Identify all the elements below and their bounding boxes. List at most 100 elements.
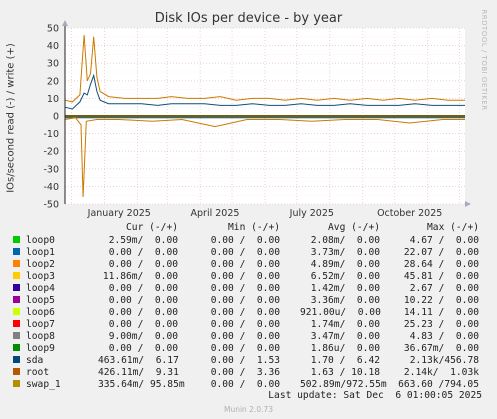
legend-series-name: sda: [26, 355, 44, 366]
y-tick-label: -20: [43, 147, 59, 158]
legend-min-value: 0.00 / 0.00: [210, 283, 280, 294]
legend-swatch: [13, 236, 20, 243]
legend-max-value: 14.11 / 0.00: [403, 307, 479, 318]
legend-cur-value: 463.61m/ 6.17: [98, 355, 179, 366]
legend-max-value: 2.13k/456.78: [409, 355, 479, 366]
legend-row: sda 463.61m/ 6.17 0.00 / 1.53 1.70 / 6.42 2.…: [0, 355, 497, 367]
legend-max-value: 45.81 / 0.00: [403, 271, 479, 282]
y-axis-arrow: [62, 20, 68, 26]
legend-row: loop3 11.86m/ 0.00 0.00 / 0.00 6.52m/ 0.00 4…: [0, 271, 497, 283]
legend-cur-value: 11.86m/ 0.00: [102, 271, 178, 282]
y-axis-ticks: -50 -40 -30 -20 -10 0 10 20 30 40 50: [43, 24, 59, 211]
legend-series-name: loop6: [26, 307, 55, 318]
series-line-root-read: [64, 117, 465, 198]
legend-avg-value: 2.08m/ 0.00: [310, 235, 380, 246]
chart-title: Disk IOs per device - by year: [154, 11, 343, 26]
legend-row: loop0 2.59m/ 0.00 0.00 / 0.00 2.08m/ 0.00 4.…: [0, 235, 497, 247]
legend-swatch: [13, 308, 20, 315]
legend-cur-value: 335.64m/ 95.85m: [98, 379, 185, 390]
legend-swatch: [13, 380, 20, 387]
legend-series-name: loop0: [26, 235, 55, 246]
legend-header-min: Min (-/+): [228, 222, 280, 233]
y-tick-label: 10: [47, 94, 59, 105]
legend-row: loop2 0.00 / 0.00 0.00 / 0.00 4.89m/ 0.00 28…: [0, 259, 497, 271]
legend-header-avg: Avg (-/+): [328, 222, 380, 233]
legend-avg-value: 3.47m/ 0.00: [310, 331, 380, 342]
series-line-sda-write: [64, 73, 465, 110]
legend-swatch: [13, 368, 20, 375]
legend-avg-value: 1.70 / 6.42: [310, 355, 380, 366]
y-tick-label: -10: [43, 129, 59, 140]
legend-row: swap_1 335.64m/ 95.85m 0.00 / 0.00 502.89m/…: [0, 379, 497, 391]
legend-header: Cur (-/+) Min (-/+) Avg (-/+) Max (-/+): [0, 222, 497, 234]
legend-max-value: 4.67 / 0.00: [409, 235, 479, 246]
legend-min-value: 0.00 / 0.00: [210, 343, 280, 354]
legend-header-cur: Cur (-/+): [126, 222, 178, 233]
legend-avg-value: 3.73m/ 0.00: [310, 247, 380, 258]
legend-min-value: 0.00 / 0.00: [210, 295, 280, 306]
legend-max-value: 28.64 / 0.00: [403, 259, 479, 270]
last-update: Last update: Sat Dec 6 01:00:05 2025: [268, 390, 482, 401]
y-axis-label: IOs/second read (-) / write (+): [5, 43, 17, 193]
legend-avg-value: 921.00u/ 0.00: [300, 307, 381, 318]
legend-avg-value: 6.52m/ 0.00: [310, 271, 380, 282]
legend-row: root 426.11m/ 9.31 0.00 / 3.36 1.63 / 10.18…: [0, 367, 497, 379]
legend-swatch: [13, 248, 20, 255]
legend-series-name: loop5: [26, 295, 55, 306]
rrdtool-credit: RRDTOOL / TOBI OETIKER: [480, 9, 488, 111]
legend-swatch: [13, 356, 20, 363]
legend-avg-value: 1.42m/ 0.00: [310, 283, 380, 294]
legend-min-value: 0.00 / 0.00: [210, 307, 280, 318]
legend-cur-value: 0.00 / 0.00: [108, 307, 178, 318]
legend-cur-value: 0.00 / 0.00: [108, 247, 178, 258]
legend-row: loop4 0.00 / 0.00 0.00 / 0.00 1.42m/ 0.00 2.…: [0, 283, 497, 295]
legend-swatch: [13, 296, 20, 303]
legend-min-value: 0.00 / 0.00: [210, 379, 280, 390]
legend-row: loop9 0.00 / 0.00 0.00 / 0.00 1.86u/ 0.00 36…: [0, 343, 497, 355]
legend-min-value: 0.00 / 0.00: [210, 259, 280, 270]
legend-avg-value: 3.36m/ 0.00: [310, 295, 380, 306]
legend-avg-value: 1.74m/ 0.00: [310, 319, 380, 330]
legend-min-value: 0.00 / 3.36: [210, 367, 280, 378]
y-tick-label: 20: [47, 76, 59, 87]
legend-min-value: 0.00 / 0.00: [210, 271, 280, 282]
y-tick-label: 0: [53, 112, 59, 123]
legend-swatch: [13, 332, 20, 339]
legend-series-name: loop3: [26, 271, 55, 282]
legend-max-value: 663.60 /794.05: [398, 379, 479, 390]
legend-series-name: root: [26, 367, 50, 378]
x-axis-ticks: January 2025 April 2025 July 2025 October 2…: [87, 208, 443, 219]
y-tick-label: 30: [47, 59, 59, 70]
legend-series-name: swap_1: [26, 379, 61, 390]
legend-max-value: 2.67 / 0.00: [409, 283, 479, 294]
legend-series-name: loop4: [26, 283, 55, 294]
y-tick-label: 40: [47, 41, 59, 52]
x-tick-label: July 2025: [289, 208, 334, 219]
legend-swatch: [13, 344, 20, 351]
legend-swatch: [13, 272, 20, 279]
legend-min-value: 0.00 / 0.00: [210, 331, 280, 342]
legend-min-value: 0.00 / 0.00: [210, 235, 280, 246]
x-tick-label: April 2025: [191, 208, 240, 219]
legend-min-value: 0.00 / 1.53: [210, 355, 280, 366]
legend-series-name: loop7: [26, 319, 55, 330]
munin-version: Munin 2.0.73: [223, 405, 274, 414]
legend-swatch: [13, 260, 20, 267]
x-tick-label: January 2025: [87, 208, 151, 219]
legend-swatch: [13, 320, 20, 327]
legend-series-name: loop2: [26, 259, 55, 270]
legend-max-value: 22.07 / 0.00: [403, 247, 479, 258]
series-line-root-write: [64, 34, 465, 103]
legend-max-value: 36.67m/ 0.00: [403, 343, 479, 354]
legend-avg-value: 502.89m/972.55m: [300, 379, 387, 390]
legend-avg-value: 1.86u/ 0.00: [310, 343, 380, 354]
legend-cur-value: 0.00 / 0.00: [108, 343, 178, 354]
x-axis-arrow: [465, 201, 471, 207]
legend-cur-value: 0.00 / 0.00: [108, 283, 178, 294]
legend-cur-value: 0.00 / 0.00: [108, 295, 178, 306]
y-tick-label: -50: [43, 200, 59, 211]
x-tick-label: October 2025: [377, 208, 442, 219]
legend-min-value: 0.00 / 0.00: [210, 319, 280, 330]
legend-series-name: loop9: [26, 343, 55, 354]
